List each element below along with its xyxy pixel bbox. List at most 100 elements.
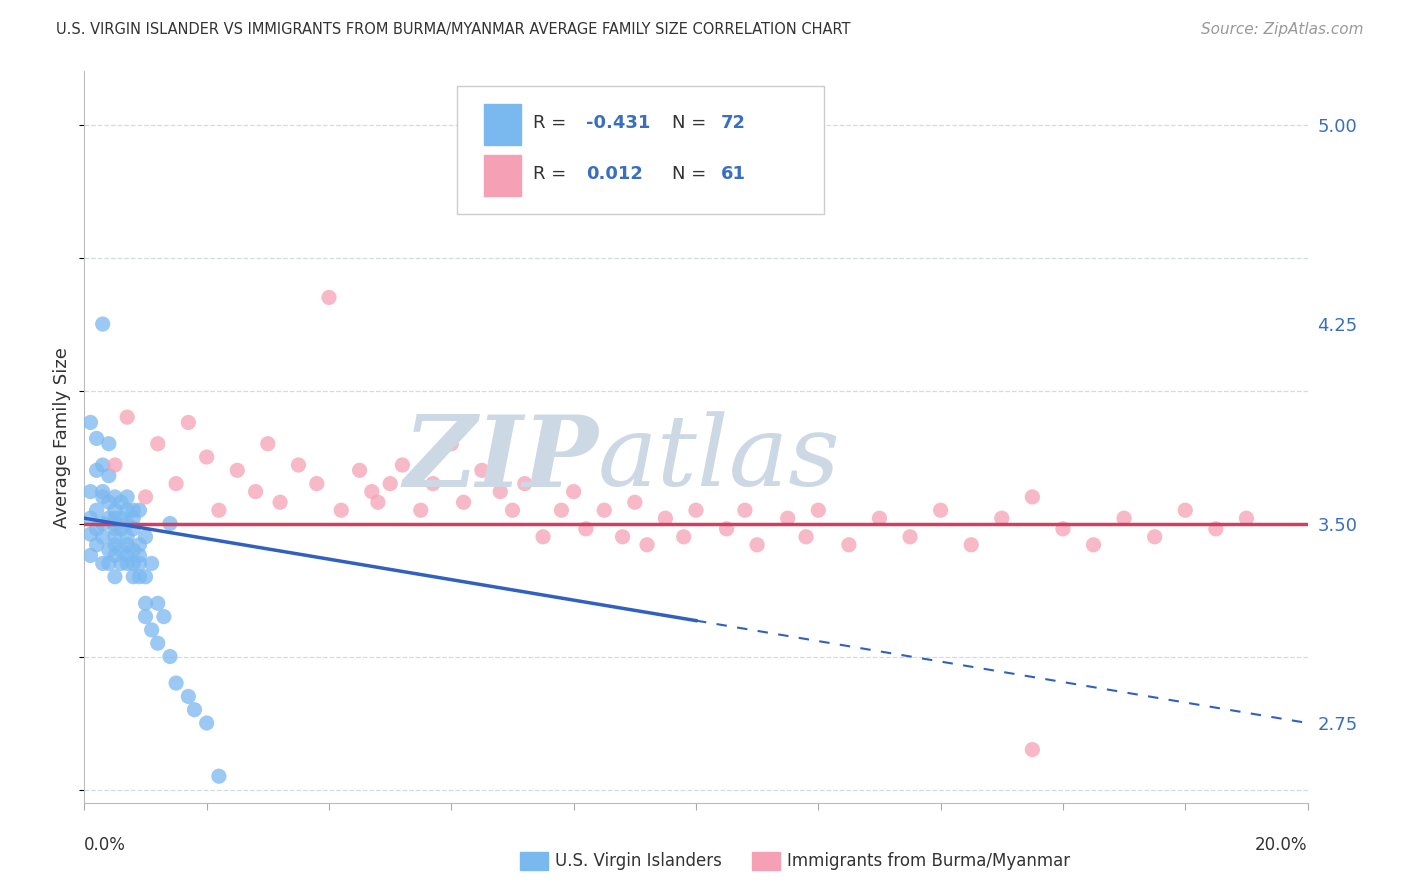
Point <box>1021 490 1043 504</box>
Point <box>349 463 371 477</box>
Point <box>122 522 145 536</box>
Point <box>440 436 463 450</box>
Text: R =: R = <box>533 165 567 183</box>
Point <box>128 557 150 571</box>
Point <box>305 476 328 491</box>
Point <box>159 516 181 531</box>
Point <box>593 503 616 517</box>
Point <box>869 511 891 525</box>
Point <box>97 495 120 509</box>
Point <box>91 557 114 571</box>
Point <box>79 416 101 430</box>
Text: atlas: atlas <box>598 411 841 507</box>
Point <box>380 476 402 491</box>
Point <box>794 530 817 544</box>
Text: R =: R = <box>533 113 567 131</box>
Point <box>115 538 138 552</box>
FancyBboxPatch shape <box>457 86 824 214</box>
Point <box>734 503 756 517</box>
Point <box>153 609 176 624</box>
Point <box>115 557 138 571</box>
Text: N =: N = <box>672 165 706 183</box>
Point <box>110 511 132 525</box>
Point <box>177 690 200 704</box>
Text: 20.0%: 20.0% <box>1256 837 1308 855</box>
Point <box>654 511 676 525</box>
Point <box>141 557 163 571</box>
Point <box>97 468 120 483</box>
Text: Source: ZipAtlas.com: Source: ZipAtlas.com <box>1201 22 1364 37</box>
Point <box>146 596 169 610</box>
Point <box>269 495 291 509</box>
Point <box>747 538 769 552</box>
Point <box>360 484 382 499</box>
Text: U.S. Virgin Islanders: U.S. Virgin Islanders <box>555 852 723 870</box>
Point <box>104 490 127 504</box>
Point <box>104 549 127 563</box>
Point <box>122 557 145 571</box>
Point <box>79 527 101 541</box>
Bar <box>484 104 522 145</box>
Point <box>159 649 181 664</box>
Point <box>1052 522 1074 536</box>
Point <box>391 458 413 472</box>
Point <box>422 476 444 491</box>
Point <box>104 511 127 525</box>
Point <box>91 516 114 531</box>
Point <box>146 636 169 650</box>
Point <box>208 503 231 517</box>
Text: 72: 72 <box>720 113 745 131</box>
Point <box>110 557 132 571</box>
Point <box>110 495 132 509</box>
Point <box>141 623 163 637</box>
Point <box>115 530 138 544</box>
Point <box>991 511 1014 525</box>
Point <box>97 511 120 525</box>
Point <box>177 416 200 430</box>
Text: U.S. VIRGIN ISLANDER VS IMMIGRANTS FROM BURMA/MYANMAR AVERAGE FAMILY SIZE CORREL: U.S. VIRGIN ISLANDER VS IMMIGRANTS FROM … <box>56 22 851 37</box>
Point <box>716 522 738 536</box>
Point <box>122 503 145 517</box>
Text: 0.0%: 0.0% <box>84 837 127 855</box>
Point <box>489 484 512 499</box>
Point <box>86 522 108 536</box>
Point <box>128 570 150 584</box>
Point <box>115 503 138 517</box>
Point <box>257 836 280 850</box>
Point <box>97 557 120 571</box>
Text: Immigrants from Burma/Myanmar: Immigrants from Burma/Myanmar <box>787 852 1070 870</box>
Point <box>257 436 280 450</box>
Point <box>104 522 127 536</box>
Text: 61: 61 <box>720 165 745 183</box>
Point <box>575 522 598 536</box>
Point <box>91 490 114 504</box>
Point <box>91 484 114 499</box>
Point <box>624 495 647 509</box>
Point <box>104 538 127 552</box>
Point <box>502 503 524 517</box>
Point <box>91 458 114 472</box>
Point <box>195 716 218 731</box>
Point <box>226 463 249 477</box>
Point <box>128 549 150 563</box>
Point <box>513 476 536 491</box>
Point <box>685 503 707 517</box>
Point <box>91 317 114 331</box>
Point <box>807 503 830 517</box>
Point <box>104 503 127 517</box>
Point <box>453 495 475 509</box>
Point <box>1114 511 1136 525</box>
Y-axis label: Average Family Size: Average Family Size <box>53 347 72 527</box>
Point <box>165 476 187 491</box>
Point <box>135 530 157 544</box>
Point <box>135 570 157 584</box>
Point <box>97 543 120 558</box>
Point <box>115 410 138 425</box>
Point <box>898 530 921 544</box>
Point <box>79 511 101 525</box>
Point <box>929 503 952 517</box>
Point <box>672 530 695 544</box>
Point <box>86 431 108 445</box>
Point <box>86 503 108 517</box>
Point <box>91 530 114 544</box>
